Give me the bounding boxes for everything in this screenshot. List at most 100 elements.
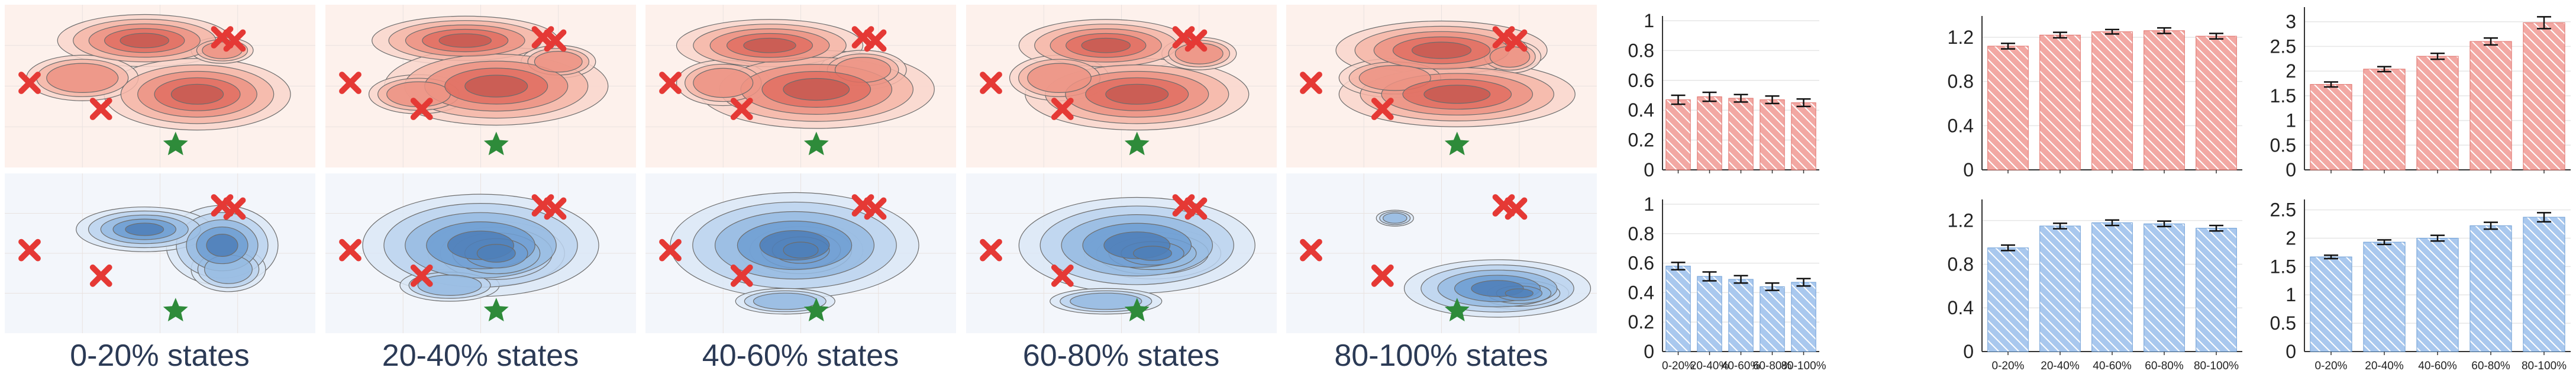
bar-40-60% xyxy=(2416,237,2459,352)
density-contour xyxy=(1423,85,1491,104)
density-contour xyxy=(1105,83,1169,105)
bar-0-20% xyxy=(1665,99,1691,170)
bar-60-80% xyxy=(2144,223,2185,352)
density-contour xyxy=(1027,63,1092,93)
bar-0-20% xyxy=(1987,46,2029,170)
cross-marker-icon xyxy=(18,239,41,262)
y-tick-label: 0.8 xyxy=(1628,40,1654,61)
bar-40-60% xyxy=(2416,56,2459,170)
bar-80-100% xyxy=(1791,282,1816,352)
bar-chart-4: 0 0.5 1 1.5 2 2.5 3 xyxy=(2270,7,2571,181)
bar-chart-0: 0 0.2 0.4 0.6 0.8 1 xyxy=(1628,10,1819,181)
bar-chart-3: 0 0.4 0.8 1.2 0-20% 20-40% 40-60% 60-80% 80-100% xyxy=(1948,199,2242,372)
y-tick-label: 0.2 xyxy=(1628,130,1654,151)
cross-marker-icon xyxy=(1371,98,1394,120)
cross-marker-icon xyxy=(864,29,887,52)
y-tick-label: 0.4 xyxy=(1948,115,1974,136)
caption-40-60: 40-60% states xyxy=(702,339,899,373)
density-panel-blue-1 xyxy=(325,173,636,333)
x-tick-label: 20-40% xyxy=(2365,360,2404,372)
density-panel-red-4 xyxy=(1286,5,1597,167)
error-bar xyxy=(2001,244,2015,252)
error-bar xyxy=(2377,66,2391,73)
bar-chart-2: 0 0.4 0.8 1.2 xyxy=(1948,16,2242,181)
cross-marker-icon xyxy=(339,72,361,94)
error-bar xyxy=(1765,95,1780,105)
cross-marker-icon xyxy=(659,72,682,94)
cross-marker-icon xyxy=(1184,197,1208,220)
cross-marker-icon xyxy=(1300,72,1322,94)
x-tick-label: 20-40% xyxy=(2041,360,2080,372)
density-contour xyxy=(783,241,819,259)
y-tick-label: 2.5 xyxy=(2270,36,2296,57)
density-contour xyxy=(125,223,164,236)
density-contour xyxy=(783,78,850,101)
x-tick-label: 0-20% xyxy=(2315,360,2348,372)
bar-0-20% xyxy=(1665,266,1691,352)
caption-80-100: 80-100% states xyxy=(1334,339,1548,373)
bar-80-100% xyxy=(2523,217,2565,352)
bar-60-80% xyxy=(2470,41,2512,170)
error-bar xyxy=(2209,33,2223,40)
star-marker-icon xyxy=(1124,131,1150,156)
x-tick-label: 60-80% xyxy=(2145,360,2184,372)
error-bar xyxy=(1796,98,1811,108)
star-marker-icon xyxy=(1124,298,1150,321)
density-contour xyxy=(1358,65,1431,91)
bar-20-40% xyxy=(2039,225,2081,352)
error-bar xyxy=(1796,278,1811,287)
y-tick-label: 1 xyxy=(1644,10,1654,31)
error-bar xyxy=(1734,275,1748,284)
y-tick-label: 1.2 xyxy=(1948,27,1974,48)
y-tick-label: 0.4 xyxy=(1628,99,1654,121)
density-contour xyxy=(1081,37,1131,53)
density-contour xyxy=(1411,41,1472,59)
density-panel-blue-3 xyxy=(966,173,1277,333)
density-panel-red-1 xyxy=(325,5,636,167)
cross-marker-icon xyxy=(18,72,41,94)
error-bar xyxy=(1702,91,1717,102)
y-tick-label: 0.6 xyxy=(1628,70,1654,91)
x-tick-label: 0-20% xyxy=(1662,360,1694,372)
bar-60-80% xyxy=(1760,99,1785,170)
y-tick-label: 1 xyxy=(2286,284,2296,305)
cross-marker-icon xyxy=(223,197,246,220)
x-tick-label: 80-100% xyxy=(2522,360,2567,372)
error-bar xyxy=(2209,224,2223,232)
star-marker-icon xyxy=(483,131,509,156)
density-panel-red-2 xyxy=(645,5,956,167)
density-contour xyxy=(438,33,492,48)
density-contour xyxy=(1505,288,1534,298)
cross-marker-icon xyxy=(339,239,361,262)
error-bar xyxy=(2324,254,2338,260)
y-tick-label: 2 xyxy=(2286,227,2296,249)
cross-marker-icon xyxy=(730,264,753,287)
error-bar xyxy=(1671,94,1686,105)
error-bar xyxy=(2053,223,2067,230)
error-bar xyxy=(2105,28,2119,35)
bar-80-100% xyxy=(2196,228,2237,352)
y-tick-label: 0 xyxy=(1963,159,1974,181)
error-bar xyxy=(2537,16,2551,30)
y-tick-label: 0.6 xyxy=(1628,253,1654,274)
density-contour xyxy=(693,67,754,98)
density-panel-blue-4 xyxy=(1286,173,1597,333)
error-bar xyxy=(2484,221,2498,230)
error-bar xyxy=(2537,212,2551,223)
density-panels xyxy=(5,5,1597,333)
density-contour xyxy=(534,51,583,73)
cross-marker-icon xyxy=(864,197,887,220)
cross-marker-icon xyxy=(544,197,567,220)
cross-marker-icon xyxy=(89,98,112,120)
caption-60-80: 60-80% states xyxy=(1023,339,1219,373)
bar-60-80% xyxy=(1760,286,1785,352)
cross-marker-icon xyxy=(730,98,753,120)
y-tick-label: 0.8 xyxy=(1948,253,1974,275)
x-tick-label: 40-60% xyxy=(2418,360,2457,372)
cross-marker-icon xyxy=(1184,29,1208,52)
error-bar xyxy=(2157,220,2171,228)
density-contour xyxy=(743,37,796,53)
cross-marker-icon xyxy=(980,72,1002,94)
y-tick-label: 0.4 xyxy=(1628,282,1654,303)
error-bar xyxy=(2053,31,2067,39)
